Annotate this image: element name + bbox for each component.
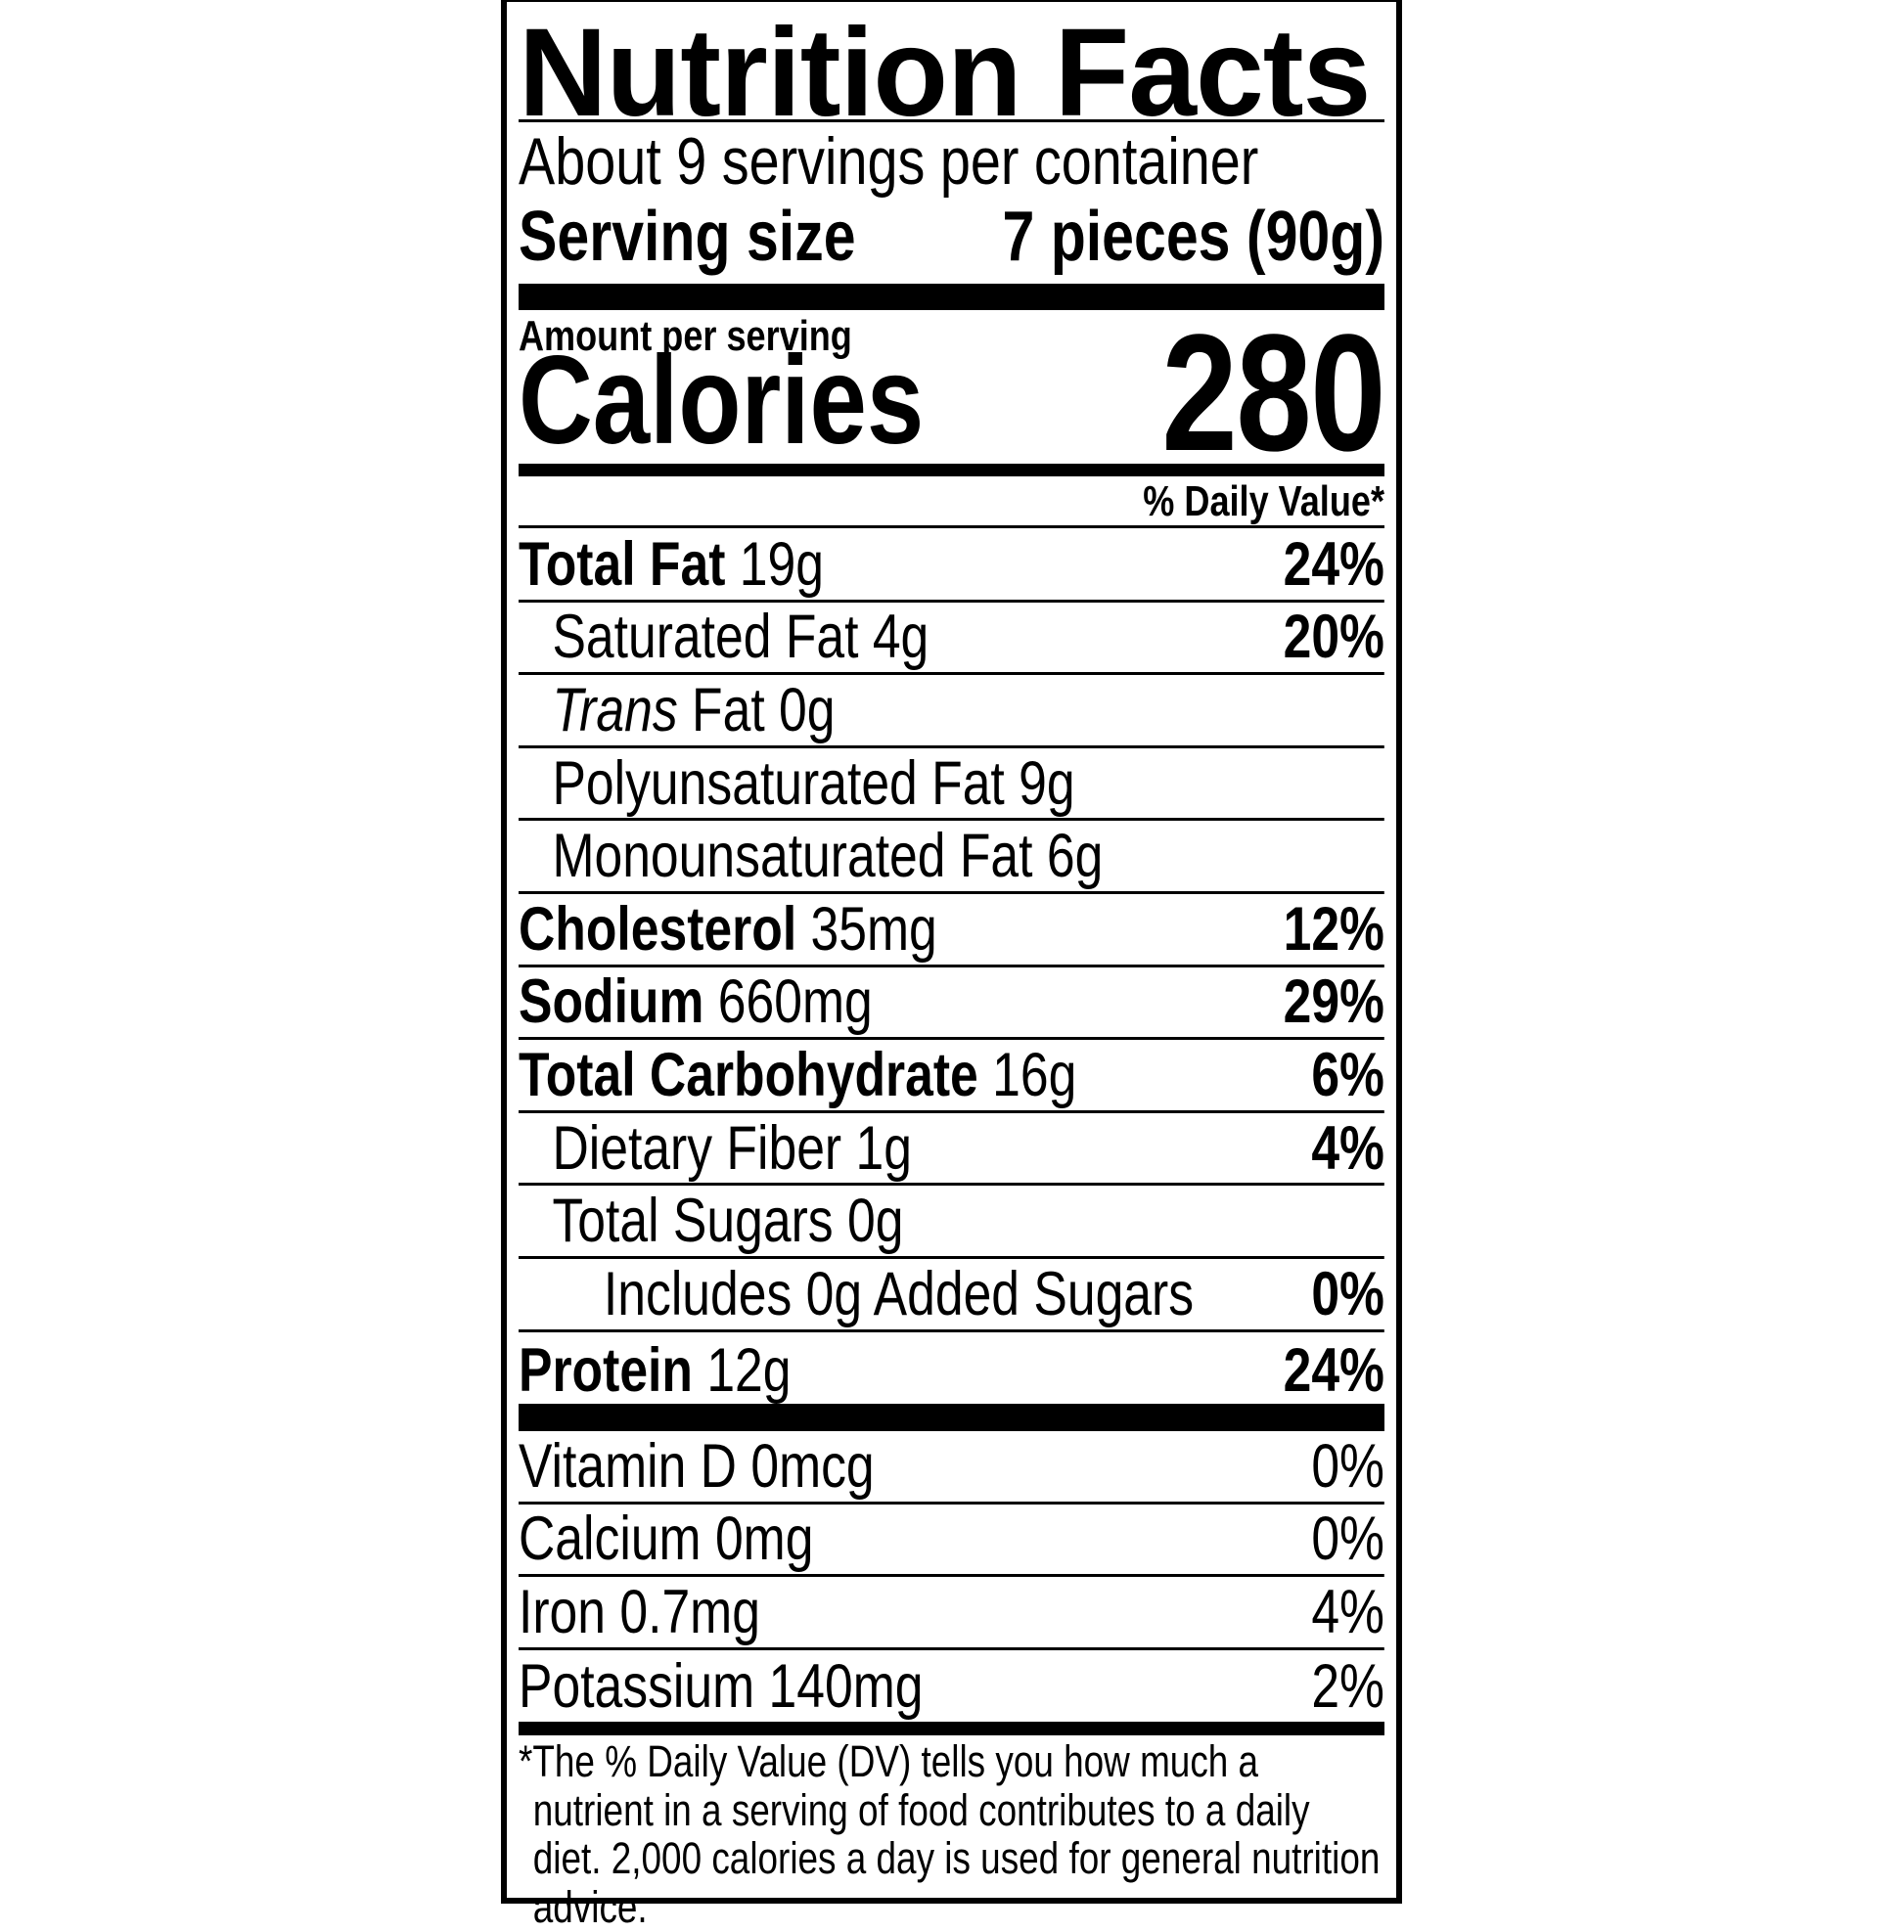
nutrient-list: Total Fat 19g 24% Saturated Fat 4g 20% Tra… bbox=[519, 529, 1384, 1409]
nutrient-amount: 6g bbox=[1046, 822, 1104, 891]
vitamin-dv: 0% bbox=[1311, 1431, 1384, 1501]
nutrient-row-saturated-fat: Saturated Fat 4g 20% bbox=[519, 603, 1384, 676]
vitamin-dv: 0% bbox=[1311, 1505, 1384, 1574]
nutrient-amount: 0g bbox=[779, 675, 836, 744]
calories-label: Calories bbox=[519, 331, 925, 471]
nutrient-name: Dietary Fiber bbox=[552, 1113, 842, 1183]
nutrient-dv: 12% bbox=[1283, 894, 1384, 964]
vitamin-row: Potassium 140mg 2% bbox=[519, 1650, 1384, 1724]
daily-value-header: % Daily Value* bbox=[519, 479, 1384, 524]
serving-size-label: Serving size bbox=[519, 198, 856, 276]
servings-per-container: About 9 servings per container bbox=[519, 124, 1259, 199]
nutrient-amount: 19g bbox=[739, 529, 824, 599]
nutrient-name-italic: Trans bbox=[552, 675, 678, 744]
nutrient-dv: 4% bbox=[1311, 1113, 1384, 1183]
daily-value-header-text: % Daily Value* bbox=[1143, 477, 1384, 525]
nutrient-name: Includes 0g Added Sugars bbox=[603, 1259, 1195, 1328]
nutrient-name: Monounsaturated Fat bbox=[552, 822, 1033, 891]
divider-thin bbox=[519, 119, 1384, 122]
nutrient-row-monounsaturated-fat: Monounsaturated Fat 6g bbox=[519, 821, 1384, 894]
nutrient-dv: 29% bbox=[1283, 967, 1384, 1037]
nutrient-dv: 6% bbox=[1311, 1040, 1384, 1109]
nutrient-amount: 12g bbox=[706, 1335, 792, 1405]
label-title: Nutrition Facts bbox=[519, 3, 1384, 143]
nutrient-dv: 24% bbox=[1283, 1335, 1384, 1405]
vitamin-text: Vitamin D 0mcg bbox=[519, 1431, 875, 1501]
nutrient-row-added-sugars: Includes 0g Added Sugars 0% bbox=[519, 1259, 1384, 1332]
vitamin-text: Iron 0.7mg bbox=[519, 1577, 760, 1646]
vitamin-row: Iron 0.7mg 4% bbox=[519, 1577, 1384, 1650]
nutrient-name: Total Sugars bbox=[552, 1187, 834, 1256]
vitamin-dv: 2% bbox=[1311, 1651, 1384, 1721]
nutrient-row-protein: Protein 12g 24% bbox=[519, 1332, 1384, 1409]
nutrient-name: Total Carbohydrate bbox=[519, 1040, 978, 1109]
nutrient-row-total-fat: Total Fat 19g 24% bbox=[519, 529, 1384, 603]
calories-row: Calories 280 bbox=[519, 310, 1386, 476]
nutrient-amount: 16g bbox=[992, 1040, 1077, 1109]
nutrition-facts-label: Nutrition Facts About 9 servings per con… bbox=[501, 0, 1402, 1931]
nutrient-dv: 24% bbox=[1283, 529, 1384, 599]
nutrient-row-total-carbohydrate: Total Carbohydrate 16g 6% bbox=[519, 1040, 1384, 1113]
nutrient-amount: 1g bbox=[855, 1113, 912, 1183]
nutrient-name: Total Fat bbox=[519, 529, 726, 599]
nutrient-row-trans-fat: Trans Fat 0g bbox=[519, 675, 1384, 748]
vitamin-text: Potassium 140mg bbox=[519, 1651, 924, 1721]
divider-medium bbox=[519, 464, 1384, 476]
serving-size-row: Serving size 7 pieces (90g) bbox=[519, 202, 1384, 272]
nutrient-dv: 20% bbox=[1283, 603, 1384, 672]
divider-medium bbox=[519, 1722, 1384, 1735]
footnote-text: *The % Daily Value (DV) tells you how mu… bbox=[519, 1736, 1381, 1932]
footnote: *The % Daily Value (DV) tells you how mu… bbox=[519, 1737, 1384, 1931]
nutrient-name: Polyunsaturated Fat bbox=[552, 748, 1005, 818]
nutrient-amount: 0g bbox=[846, 1187, 904, 1256]
vitamin-row: Vitamin D 0mcg 0% bbox=[519, 1431, 1384, 1505]
nutrient-row-polyunsaturated-fat: Polyunsaturated Fat 9g bbox=[519, 748, 1384, 822]
vitamin-row: Calcium 0mg 0% bbox=[519, 1505, 1384, 1577]
nutrient-name: Protein bbox=[519, 1335, 693, 1405]
nutrient-amount: 9g bbox=[1019, 748, 1075, 818]
nutrient-name: Saturated Fat bbox=[552, 603, 859, 672]
nutrient-name: Sodium bbox=[519, 967, 704, 1037]
nutrient-row-cholesterol: Cholesterol 35mg 12% bbox=[519, 894, 1384, 967]
nutrient-amount: 35mg bbox=[810, 894, 937, 964]
nutrient-amount: 4g bbox=[872, 603, 929, 672]
divider-thick bbox=[519, 1404, 1384, 1431]
title-text: Nutrition Facts bbox=[519, 3, 1371, 143]
divider-thin bbox=[519, 525, 1384, 528]
vitamin-dv: 4% bbox=[1311, 1577, 1384, 1646]
amount-per-serving: Amount per serving bbox=[519, 312, 852, 360]
vitamin-text: Calcium 0mg bbox=[519, 1505, 814, 1574]
vitamin-list: Vitamin D 0mcg 0% Calcium 0mg 0% Iron 0.7m… bbox=[519, 1431, 1384, 1723]
nutrient-row-total-sugars: Total Sugars 0g bbox=[519, 1186, 1384, 1259]
nutrient-name: Fat bbox=[692, 675, 765, 744]
divider-thick bbox=[519, 284, 1384, 310]
nutrient-row-sodium: Sodium 660mg 29% bbox=[519, 967, 1384, 1041]
calories-value: 280 bbox=[1161, 300, 1385, 486]
nutrient-row-dietary-fiber: Dietary Fiber 1g 4% bbox=[519, 1113, 1384, 1187]
serving-size-value: 7 pieces (90g) bbox=[1002, 198, 1384, 276]
nutrient-amount: 660mg bbox=[717, 967, 873, 1037]
nutrient-name: Cholesterol bbox=[519, 894, 797, 964]
nutrient-dv: 0% bbox=[1311, 1259, 1384, 1328]
